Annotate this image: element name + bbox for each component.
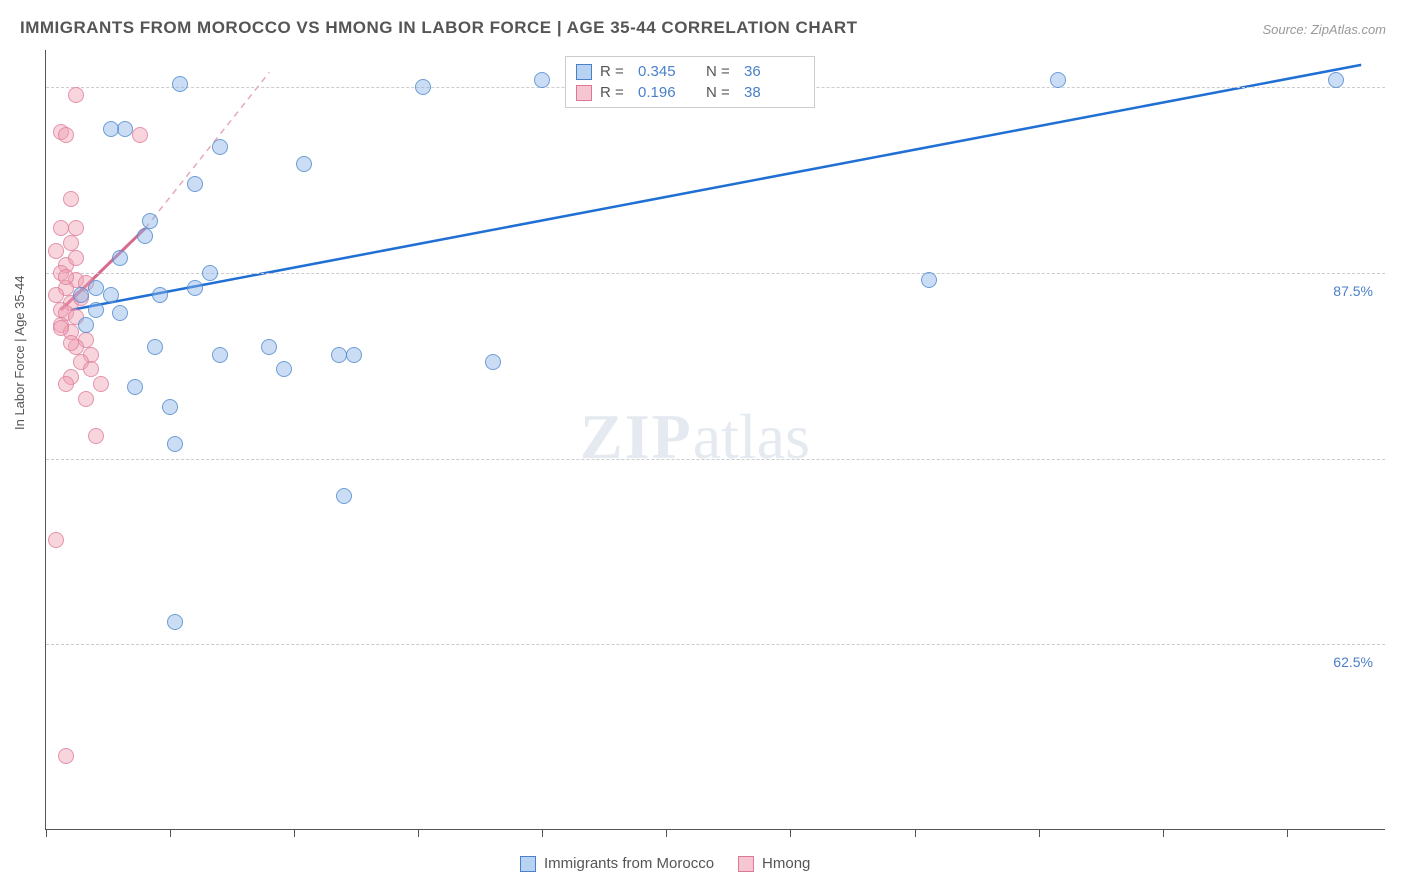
scatter-point <box>58 748 74 764</box>
legend-item-hmong: Hmong <box>738 855 810 872</box>
bottom-legend: Immigrants from Morocco Hmong <box>520 855 810 872</box>
scatter-point <box>212 347 228 363</box>
x-tick <box>418 829 419 837</box>
n-label: N = <box>706 84 736 101</box>
scatter-point <box>58 127 74 143</box>
scatter-point <box>127 379 143 395</box>
n-value-hmong: 38 <box>744 84 804 101</box>
scatter-point <box>132 127 148 143</box>
scatter-point <box>172 76 188 92</box>
scatter-point <box>68 250 84 266</box>
scatter-point <box>103 287 119 303</box>
scatter-point <box>73 287 89 303</box>
scatter-point <box>48 287 64 303</box>
x-tick <box>1163 829 1164 837</box>
gridline-horizontal <box>46 459 1385 460</box>
scatter-point <box>162 399 178 415</box>
scatter-point <box>93 376 109 392</box>
scatter-point <box>53 220 69 236</box>
scatter-point <box>53 320 69 336</box>
chart-container: IMMIGRANTS FROM MOROCCO VS HMONG IN LABO… <box>0 0 1406 892</box>
scatter-point <box>167 436 183 452</box>
scatter-point <box>112 250 128 266</box>
trend-lines-svg <box>46 50 1386 830</box>
y-tick-label: 87.5% <box>1333 283 1373 299</box>
gridline-horizontal <box>46 273 1385 274</box>
scatter-point <box>415 79 431 95</box>
stats-row-morocco: R = 0.345 N = 36 <box>576 61 804 82</box>
r-label: R = <box>600 84 630 101</box>
scatter-point <box>346 347 362 363</box>
scatter-point <box>202 265 218 281</box>
scatter-point <box>336 488 352 504</box>
x-tick <box>542 829 543 837</box>
correlation-stats-legend: R = 0.345 N = 36 R = 0.196 N = 38 <box>565 56 815 108</box>
x-tick <box>170 829 171 837</box>
scatter-point <box>212 139 228 155</box>
x-tick <box>1287 829 1288 837</box>
scatter-point <box>103 121 119 137</box>
x-tick <box>915 829 916 837</box>
scatter-point <box>63 191 79 207</box>
scatter-point <box>187 176 203 192</box>
source-attribution: Source: ZipAtlas.com <box>1262 22 1386 37</box>
scatter-point <box>152 287 168 303</box>
n-label: N = <box>706 63 736 80</box>
scatter-point <box>187 280 203 296</box>
scatter-point <box>296 156 312 172</box>
x-tick <box>294 829 295 837</box>
scatter-point <box>534 72 550 88</box>
scatter-point <box>58 376 74 392</box>
scatter-point <box>68 220 84 236</box>
x-tick <box>790 829 791 837</box>
scatter-point <box>68 87 84 103</box>
chart-title: IMMIGRANTS FROM MOROCCO VS HMONG IN LABO… <box>20 18 858 38</box>
x-tick <box>46 829 47 837</box>
scatter-point <box>276 361 292 377</box>
scatter-point <box>921 272 937 288</box>
swatch-blue-icon <box>520 856 536 872</box>
scatter-point <box>142 213 158 229</box>
scatter-point <box>83 361 99 377</box>
legend-label-morocco: Immigrants from Morocco <box>544 855 714 872</box>
r-value-hmong: 0.196 <box>638 84 698 101</box>
scatter-point <box>88 280 104 296</box>
y-axis-label: In Labor Force | Age 35-44 <box>12 276 27 430</box>
r-value-morocco: 0.345 <box>638 63 698 80</box>
gridline-horizontal <box>46 644 1385 645</box>
y-tick-label: 62.5% <box>1333 654 1373 670</box>
swatch-blue-icon <box>576 64 592 80</box>
scatter-point <box>63 335 79 351</box>
scatter-point <box>58 269 74 285</box>
scatter-point <box>1328 72 1344 88</box>
x-tick <box>666 829 667 837</box>
scatter-point <box>331 347 347 363</box>
trend-line <box>145 72 269 228</box>
scatter-point <box>63 235 79 251</box>
legend-item-morocco: Immigrants from Morocco <box>520 855 714 872</box>
swatch-pink-icon <box>576 85 592 101</box>
scatter-point <box>137 228 153 244</box>
legend-label-hmong: Hmong <box>762 855 810 872</box>
scatter-point <box>88 428 104 444</box>
scatter-point <box>78 317 94 333</box>
stats-row-hmong: R = 0.196 N = 38 <box>576 82 804 103</box>
scatter-point <box>78 391 94 407</box>
scatter-point <box>112 305 128 321</box>
scatter-point <box>1050 72 1066 88</box>
scatter-point <box>147 339 163 355</box>
plot-area: 62.5% 87.5% <box>45 50 1385 830</box>
swatch-pink-icon <box>738 856 754 872</box>
n-value-morocco: 36 <box>744 63 804 80</box>
scatter-point <box>485 354 501 370</box>
r-label: R = <box>600 63 630 80</box>
scatter-point <box>261 339 277 355</box>
scatter-point <box>48 243 64 259</box>
scatter-point <box>48 532 64 548</box>
x-tick <box>1039 829 1040 837</box>
scatter-point <box>117 121 133 137</box>
scatter-point <box>88 302 104 318</box>
scatter-point <box>167 614 183 630</box>
